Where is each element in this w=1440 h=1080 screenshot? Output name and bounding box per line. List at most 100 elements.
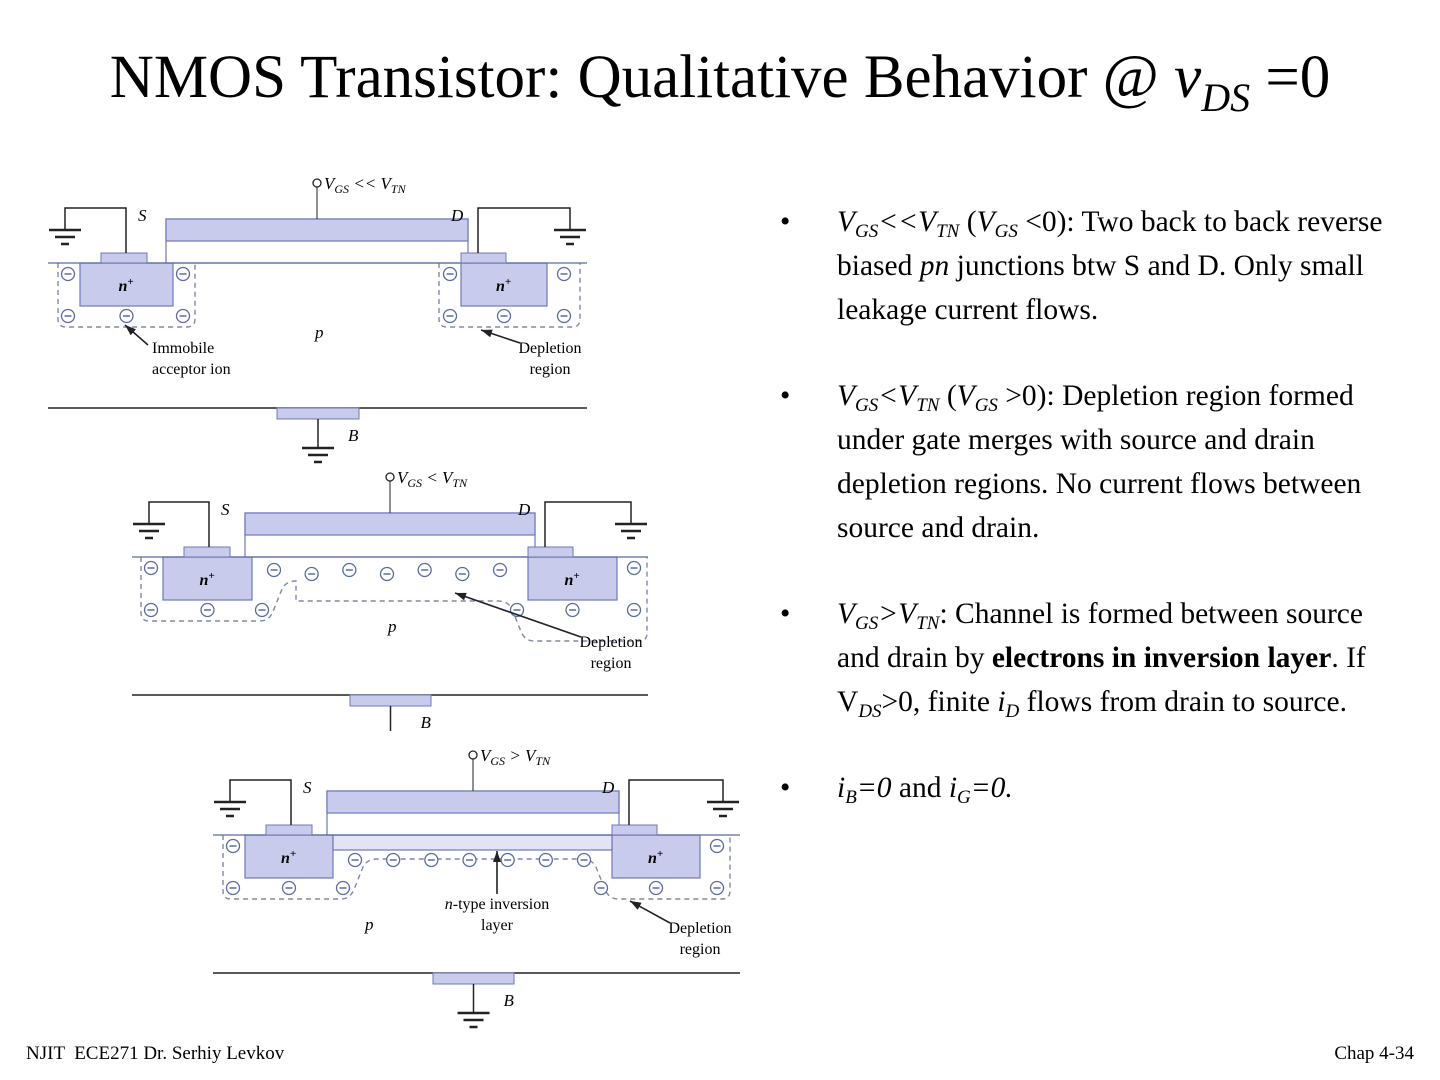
source-contact [265,824,313,836]
text-run: GS [974,395,998,416]
body-label: B [348,426,359,445]
text-run: <0): Two back to back reverse biased [837,206,1383,282]
immobile-acceptor-ion-label: acceptor ion [152,361,231,378]
source-n-plus-region [244,834,334,879]
source-n-plus-region [162,556,253,601]
drain-wire [544,501,632,547]
gate-voltage-label: VGS < VTN [397,468,468,490]
gate-voltage-label: VGS << VTN [324,174,407,196]
source-wire [64,207,127,253]
drain-wire [628,779,724,825]
text-run: i [948,772,958,804]
source-label: S [138,206,147,225]
plus-label: + [208,570,214,582]
inversion-layer-label: layer [481,917,514,934]
n-label: n [565,572,574,589]
bullet-text: iB=0 and iG=0. [837,772,1013,807]
depletion-region-label: Depletion [668,920,731,937]
n-label: n [445,896,453,913]
footer-author: NJIT ECE271 Dr. Serhiy Levkov [26,1043,285,1064]
gate-voltage-label: VGS > VTN [480,746,551,768]
source-wire [229,779,292,825]
text-run: GS [855,395,879,416]
body-label: B [504,991,515,1010]
text-run: V [956,380,975,412]
text-run: GS [855,221,879,242]
gate-terminal [385,472,395,482]
text-run: V [837,380,856,412]
gate-voltage-part: TN [535,754,551,768]
bullet-text: VGS>VTN: Channel is formed between sourc… [837,598,1366,721]
source-label: S [221,500,230,519]
gate-electrode [244,512,536,536]
gate-electrode [165,218,469,242]
drain-label: D [450,206,464,225]
gate-voltage-part: << V [349,174,393,193]
immobile-acceptor-ion-label: Immobile [152,340,214,357]
gate-terminal [468,750,478,760]
source-wire [148,501,210,547]
text-run: electrons in inversion layer [991,642,1332,674]
text-run: GS [855,613,879,634]
body-contact [349,694,432,707]
bullet-marker: • [780,772,791,804]
body-contact [432,972,515,985]
gate-voltage-part: < V [422,468,455,487]
text-run: DS [1201,75,1251,120]
depletion-region-label: Depletion [518,340,581,357]
bullet-item: • iB=0 and iG=0. [780,766,1395,810]
slide-title: NMOS Transistor: Qualitative Behavior @ … [0,38,1440,118]
gate-voltage-part: V [480,746,493,765]
plus-label: + [573,570,579,582]
drain-n-plus-region [460,262,548,307]
n-plus-label: n+ [200,570,215,589]
text-run: D [1005,701,1020,722]
drain-n-plus-region [611,834,701,879]
plus-label: + [127,276,133,288]
bullet-item: • VGS<VTN (VGS >0): Depletion region form… [780,374,1395,550]
drain-label: D [601,778,615,797]
drain-contact [460,252,507,264]
text-run: i [837,772,846,804]
gate-voltage-part: GS [490,754,505,768]
plus-label: + [290,848,296,860]
text-run: and [891,772,949,804]
bullet-item: • VGS>VTN: Channel is formed between sour… [780,592,1395,724]
bullet-item: • VGS<<VTN (VGS <0): Two back to back rev… [780,200,1395,332]
text-run: . If V [837,642,1366,718]
text-run: junctions btw S and D. Only small leakag… [837,250,1364,326]
depletion-region-label: region [530,361,571,378]
n-label: n [496,278,505,295]
text-run: TN [916,395,940,416]
text-run: G [957,787,971,808]
plus-label: + [657,848,663,860]
gate-voltage-part: TN [452,476,468,490]
arrow-head [630,901,642,910]
text-run: V [976,206,995,238]
bullet-marker: • [780,598,791,630]
bullet-text: VGS<VTN (VGS >0): Depletion region forme… [837,380,1361,544]
gate-voltage-part: V [324,174,337,193]
n-plus-label: n+ [281,848,296,867]
body-label: B [421,713,432,732]
n-label: n [281,850,290,867]
depletion-region [438,263,581,328]
gate-voltage-part: GS [407,476,422,490]
arrow-head [455,592,467,601]
drain-contact [527,546,574,558]
drain-contact [611,824,658,836]
bullet-text: VGS<<VTN (VGS <0): Two back to back reve… [837,206,1382,326]
drain-label: D [517,500,531,519]
text-run: <V [878,380,917,412]
inversion-layer [332,834,613,851]
n-plus-label: n+ [496,276,511,295]
bullet-marker: • [780,380,791,412]
text-run: i [997,686,1006,718]
text-run: pn [919,250,950,282]
n-label: n [119,278,128,295]
body-contact [276,407,360,420]
source-n-plus-region [79,262,174,307]
label-part: -type inversion [453,896,549,913]
